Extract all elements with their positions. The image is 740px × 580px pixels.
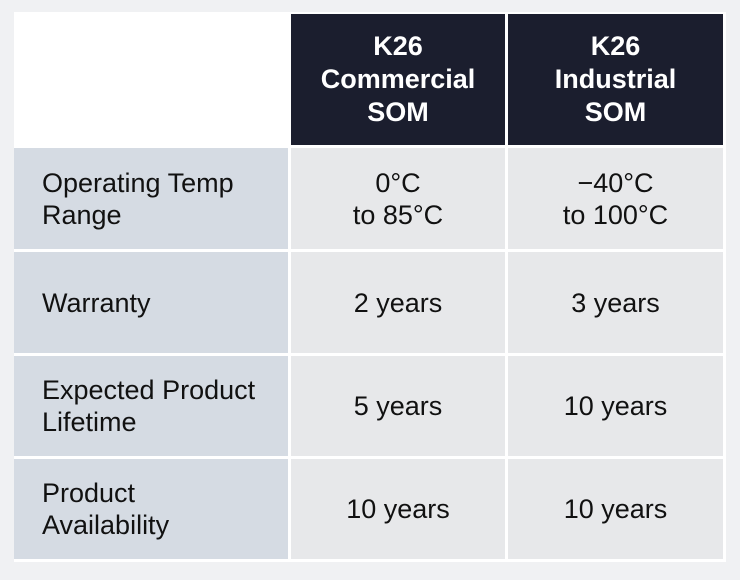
row-label-warranty: Warranty (14, 252, 291, 356)
table-cell: 2 years (291, 252, 508, 356)
row-label-line: Expected Product (42, 375, 256, 405)
table-cell: 10 years (508, 356, 726, 459)
cell-line: 5 years (353, 391, 443, 421)
table-cell: 0°C to 85°C (291, 148, 508, 252)
cell-line: 3 years (571, 287, 660, 318)
cell-line: 10 years (563, 494, 668, 524)
row-label-line: Lifetime (42, 407, 137, 437)
row-label-line: Operating Temp (42, 167, 234, 198)
column-header-line: SOM (367, 97, 429, 127)
table-cell: 10 years (508, 459, 726, 562)
column-header-line: Commercial (320, 64, 476, 94)
cell-line: 10 years (563, 391, 668, 421)
cell-line: 10 years (346, 494, 450, 524)
row-label-line: Availability (42, 510, 170, 540)
cell-line: to 100°C (562, 199, 669, 230)
cell-line: 0°C (375, 167, 421, 198)
column-header-industrial: K26 Industrial SOM (508, 12, 726, 148)
row-label-line: Product (42, 478, 136, 508)
column-header-line: Industrial (554, 64, 677, 94)
column-header-commercial: K26 Commercial SOM (291, 12, 508, 148)
table-corner (14, 12, 291, 148)
cell-line: −40°C (577, 167, 654, 198)
row-label-expected-lifetime: Expected Product Lifetime (14, 356, 291, 459)
row-label-operating-temp: Operating Temp Range (14, 148, 291, 252)
column-header-line: SOM (584, 97, 647, 127)
column-header-line: K26 (590, 31, 641, 61)
row-label-line: Range (42, 199, 122, 230)
comparison-table: K26 Commercial SOM K26 Industrial SOM Op… (14, 12, 726, 562)
table-cell: −40°C to 100°C (508, 148, 726, 252)
cell-line: to 85°C (352, 199, 444, 230)
table-cell: 5 years (291, 356, 508, 459)
cell-line: 2 years (353, 287, 443, 318)
row-label-line: Warranty (42, 287, 151, 318)
column-header-line: K26 (373, 31, 423, 61)
row-label-product-availability: Product Availability (14, 459, 291, 562)
table-cell: 10 years (291, 459, 508, 562)
table-cell: 3 years (508, 252, 726, 356)
